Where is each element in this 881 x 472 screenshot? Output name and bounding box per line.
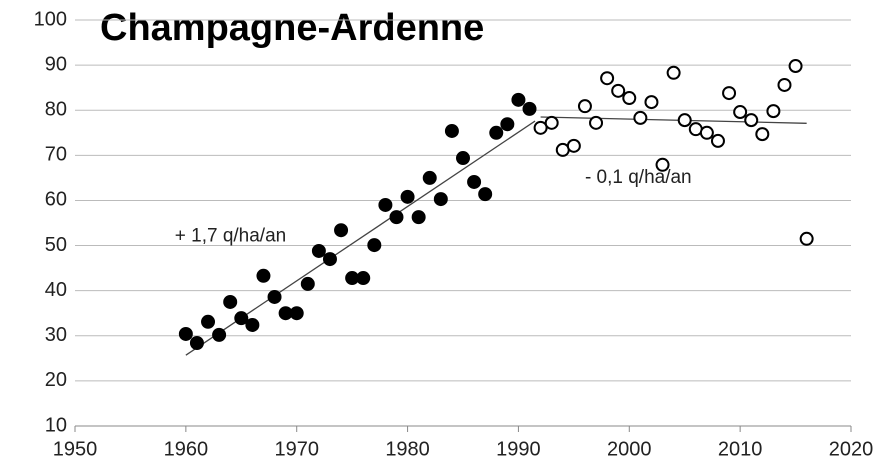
point <box>589 115 604 130</box>
y-tick-label: 50 <box>45 234 67 256</box>
x-tick-label: 1970 <box>274 438 319 460</box>
point <box>600 71 615 86</box>
point <box>245 317 260 332</box>
point <box>677 113 692 128</box>
annotation: - 0,1 q/ha/an <box>585 167 692 188</box>
y-tick-label: 10 <box>45 414 67 436</box>
annotation: + 1,7 q/ha/an <box>175 226 286 247</box>
trend-line <box>540 116 807 124</box>
point <box>777 77 792 92</box>
point <box>456 151 470 166</box>
point <box>566 138 581 153</box>
point <box>511 92 526 107</box>
point <box>422 170 437 185</box>
point <box>433 192 448 207</box>
point <box>766 104 781 119</box>
x-tick-label: 2010 <box>718 438 763 460</box>
point <box>710 133 725 148</box>
point <box>267 289 282 304</box>
point <box>611 83 626 98</box>
point <box>544 115 559 130</box>
point <box>322 252 337 267</box>
point <box>334 223 349 238</box>
y-tick-label: 60 <box>45 189 67 211</box>
grid <box>75 19 851 427</box>
x-tick-label: 1980 <box>385 438 430 460</box>
point <box>644 95 659 110</box>
y-tick-label: 90 <box>45 53 67 75</box>
point <box>478 187 493 202</box>
x-tick-label: 1960 <box>164 438 209 460</box>
y-tick-label: 40 <box>45 279 67 301</box>
point <box>367 238 382 253</box>
point <box>256 268 271 283</box>
y-tick-label: 80 <box>45 99 67 121</box>
point <box>444 123 459 138</box>
point <box>733 105 748 120</box>
point <box>178 326 193 341</box>
point <box>799 231 814 246</box>
point <box>223 294 238 309</box>
point <box>289 306 304 321</box>
point <box>500 117 515 132</box>
y-tick-label: 100 <box>34 8 67 30</box>
point <box>577 99 592 114</box>
point <box>699 125 714 140</box>
point <box>622 91 637 106</box>
y-tick-label: 20 <box>45 369 67 391</box>
point <box>655 157 670 172</box>
point <box>400 189 415 204</box>
point <box>311 243 326 258</box>
point <box>722 86 737 101</box>
point <box>744 113 759 128</box>
point <box>411 210 426 225</box>
chart-title: Champagne-Ardenne <box>100 7 484 49</box>
point <box>189 335 204 350</box>
point <box>234 311 249 326</box>
x-tick-label: 1950 <box>53 438 98 460</box>
point <box>300 276 315 291</box>
point <box>522 101 537 116</box>
point <box>788 59 803 74</box>
point <box>666 65 681 80</box>
point <box>389 210 404 225</box>
point <box>633 110 648 125</box>
point <box>467 174 482 189</box>
point <box>489 125 504 140</box>
y-tick-label: 70 <box>45 144 67 166</box>
point <box>378 197 393 212</box>
y-tick-label: 30 <box>45 324 67 346</box>
point <box>356 271 371 286</box>
point <box>533 120 548 135</box>
point <box>201 314 216 329</box>
x-tick-label: 2020 <box>829 438 874 460</box>
x-tick-label: 2000 <box>607 438 652 460</box>
point <box>212 327 227 342</box>
point <box>755 127 770 142</box>
x-tick-label: 1990 <box>496 438 541 460</box>
